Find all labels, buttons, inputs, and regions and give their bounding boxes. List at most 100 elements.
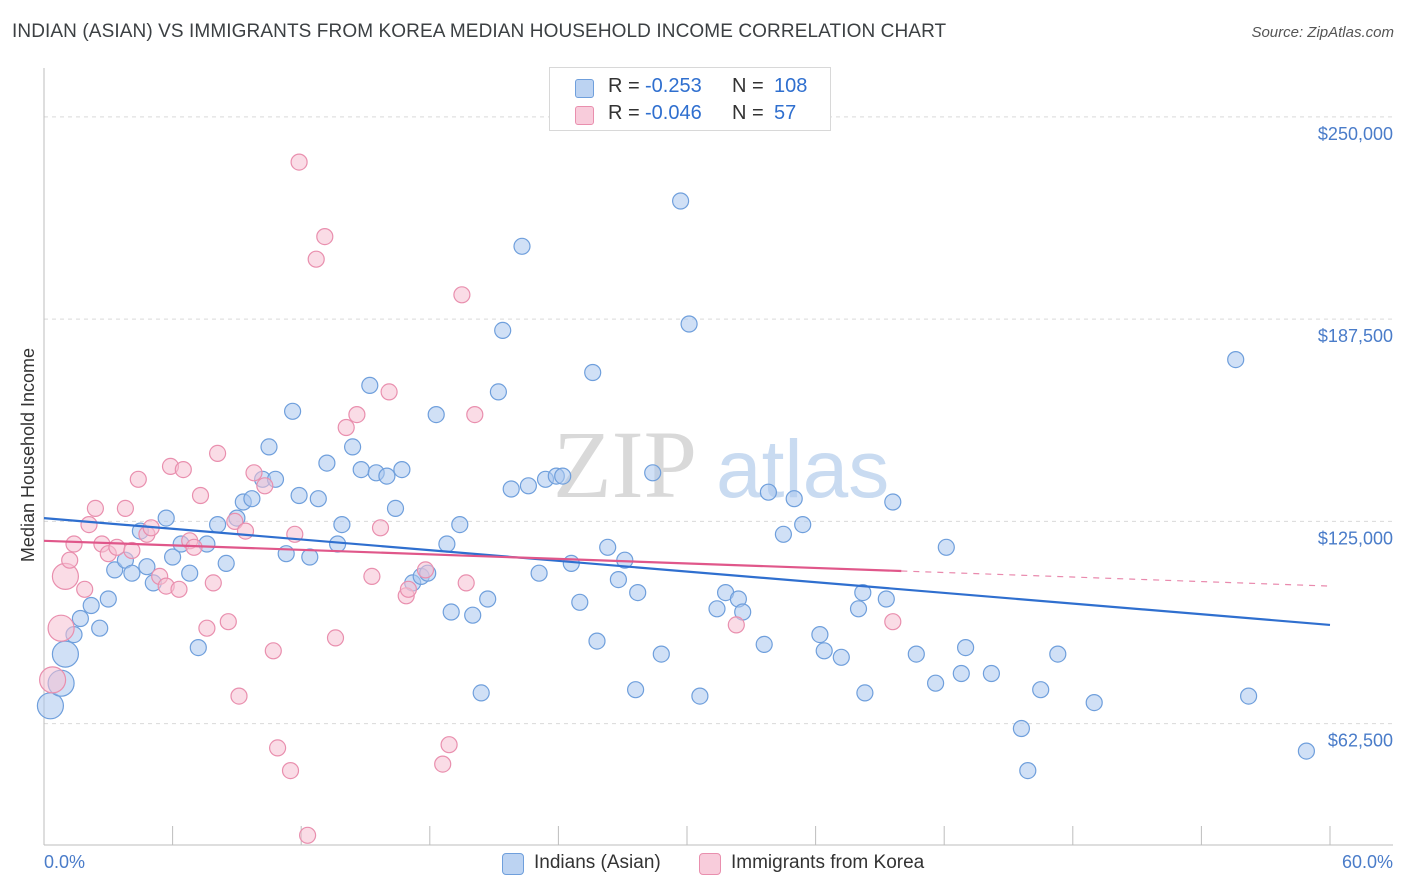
point-indians [755, 635, 773, 654]
point-indians [907, 645, 925, 663]
watermark-zip: ZIP [553, 411, 697, 518]
point-indians [451, 515, 469, 534]
legend-swatch-indians [502, 853, 524, 875]
point-korea [290, 153, 308, 171]
point-korea [316, 228, 334, 246]
point-korea [219, 613, 237, 631]
point-indians [952, 664, 970, 683]
point-korea [86, 499, 105, 517]
point-korea [380, 383, 398, 401]
point-indians [378, 467, 396, 485]
point-indians [1297, 742, 1316, 760]
point-indians [1239, 687, 1258, 705]
point-indians [626, 681, 645, 699]
point-indians [318, 454, 336, 472]
y-tick-label: $250,000 [1318, 124, 1393, 144]
point-indians [1049, 645, 1067, 663]
n-value: 57 [774, 102, 797, 124]
r-label: R = [608, 75, 640, 97]
point-indians [91, 619, 109, 637]
stats-legend: R = -0.253 N = 108 R = -0.046 N = 57 [549, 67, 831, 131]
point-indians [209, 515, 227, 534]
point-korea [209, 444, 227, 462]
point-indians [794, 515, 812, 534]
point-indians [785, 490, 803, 508]
point-korea [47, 614, 75, 642]
point-indians [217, 554, 235, 573]
point-indians [260, 438, 278, 456]
point-korea [727, 616, 745, 634]
point-korea [416, 561, 435, 579]
point-indians [599, 538, 617, 556]
point-indians [1032, 681, 1050, 699]
point-indians [464, 606, 482, 624]
point-indians [164, 548, 182, 566]
point-indians [849, 600, 868, 618]
point-indians [513, 237, 531, 255]
point-korea [466, 406, 484, 424]
chart-title: INDIAN (ASIAN) VS IMMIGRANTS FROM KOREA … [12, 21, 947, 42]
point-indians [584, 363, 602, 382]
legend-label-indians: Indians (Asian) [534, 852, 661, 873]
point-indians [937, 538, 955, 556]
point-indians [393, 461, 411, 479]
point-indians [1019, 761, 1037, 780]
point-indians [352, 461, 370, 479]
point-korea [80, 515, 98, 534]
point-indians [361, 376, 379, 394]
point-indians [123, 564, 141, 582]
point-indians [877, 590, 895, 608]
point-indians [489, 383, 507, 401]
point-indians [956, 638, 975, 657]
point-indians [884, 493, 902, 511]
swatch-indians [575, 79, 594, 98]
point-korea [65, 535, 83, 553]
legend-swatch-korea [699, 853, 721, 875]
point-indians [138, 558, 156, 576]
point-indians [554, 467, 572, 485]
point-korea [307, 250, 325, 268]
point-indians [519, 477, 538, 495]
point-indians [856, 684, 874, 702]
grid [44, 116, 1393, 725]
point-korea [453, 286, 471, 304]
point-korea [457, 574, 475, 592]
point-korea [348, 406, 366, 424]
point-indians [644, 464, 662, 482]
y-tick-label: $62,500 [1328, 731, 1393, 751]
point-korea [884, 613, 902, 631]
point-indians [472, 684, 490, 702]
x-tick-label-min: 0.0% [44, 852, 85, 872]
point-korea [129, 470, 147, 488]
point-indians [854, 583, 872, 602]
point-korea [440, 736, 458, 754]
point-indians [652, 645, 670, 663]
point-indians [811, 625, 829, 644]
point-korea [281, 761, 300, 780]
r-value: -0.046 [645, 102, 702, 124]
point-indians [832, 648, 850, 666]
n-label: N = [732, 75, 764, 97]
point-indians [1012, 719, 1031, 738]
point-korea [226, 512, 244, 531]
point-indians [99, 590, 117, 608]
point-korea [123, 541, 141, 560]
point-korea [245, 464, 263, 482]
point-korea [191, 486, 210, 505]
point-korea [371, 519, 390, 537]
point-indians [344, 438, 362, 456]
point-indians [708, 600, 726, 618]
point-indians [386, 499, 405, 517]
point-indians [479, 590, 497, 608]
point-korea [174, 461, 192, 479]
point-indians [982, 664, 1001, 683]
trend-line [43, 517, 1331, 627]
legend-label-korea: Immigrants from Korea [731, 852, 925, 873]
point-indians [774, 525, 793, 543]
point-indians [671, 192, 690, 210]
point-indians [1227, 351, 1245, 369]
point-indians [494, 321, 512, 339]
swatch-korea [575, 106, 594, 125]
point-korea [434, 755, 452, 773]
point-indians [442, 603, 460, 621]
